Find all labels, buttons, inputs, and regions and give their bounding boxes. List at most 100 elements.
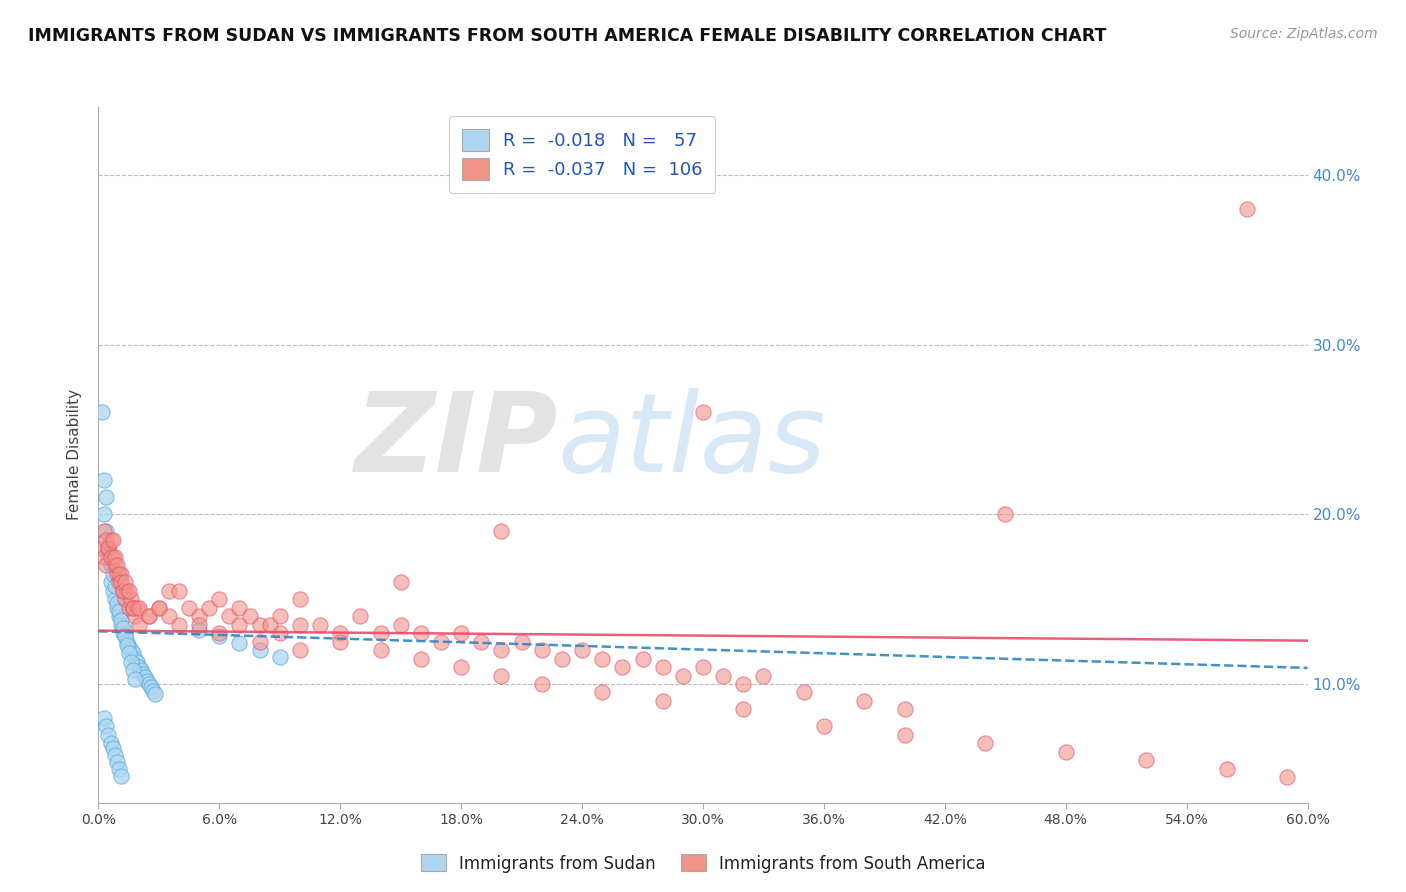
Point [107, 762, 129, 776]
Point [96, 533, 118, 547]
Point [120, 655, 142, 669]
Point [148, 600, 170, 615]
Point [93, 549, 115, 564]
Point [733, 702, 755, 716]
Point [228, 600, 250, 615]
Point [121, 600, 143, 615]
Point [142, 683, 165, 698]
Point [101, 566, 124, 581]
Point [409, 626, 432, 640]
Point [288, 592, 311, 607]
Point [124, 651, 146, 665]
Point [188, 623, 211, 637]
Point [121, 647, 143, 661]
Point [100, 549, 122, 564]
Legend: Immigrants from Sudan, Immigrants from South America: Immigrants from Sudan, Immigrants from S… [413, 847, 993, 880]
Point [128, 617, 150, 632]
Point [239, 609, 262, 624]
Point [510, 634, 533, 648]
Point [107, 604, 129, 618]
Point [93, 508, 115, 522]
Point [105, 596, 128, 610]
Point [105, 566, 128, 581]
Point [110, 566, 132, 581]
Point [288, 617, 311, 632]
Point [129, 664, 152, 678]
Text: Source: ZipAtlas.com: Source: ZipAtlas.com [1230, 27, 1378, 41]
Point [115, 583, 138, 598]
Point [97, 541, 120, 556]
Point [157, 583, 180, 598]
Point [118, 640, 141, 654]
Point [853, 694, 876, 708]
Point [167, 583, 190, 598]
Point [571, 643, 593, 657]
Point [370, 643, 392, 657]
Point [128, 660, 150, 674]
Point [124, 609, 146, 624]
Point [134, 670, 156, 684]
Point [752, 668, 775, 682]
Point [114, 575, 136, 590]
Point [208, 626, 231, 640]
Point [1135, 753, 1157, 767]
Point [430, 634, 453, 648]
Point [91, 405, 114, 419]
Point [101, 583, 124, 598]
Point [259, 617, 281, 632]
Point [893, 728, 915, 742]
Point [228, 617, 250, 632]
Point [450, 660, 472, 674]
Point [329, 634, 352, 648]
Point [100, 575, 122, 590]
Point [101, 533, 124, 547]
Point [132, 666, 155, 681]
Point [793, 685, 815, 699]
Point [125, 600, 148, 615]
Point [115, 634, 138, 648]
Point [631, 651, 654, 665]
Point [228, 636, 250, 650]
Point [188, 617, 211, 632]
Point [198, 600, 221, 615]
Point [612, 660, 634, 674]
Point [148, 600, 170, 615]
Point [138, 677, 160, 691]
Point [329, 626, 352, 640]
Point [97, 549, 120, 564]
Point [370, 626, 392, 640]
Point [105, 755, 128, 769]
Point [208, 630, 231, 644]
Point [530, 677, 553, 691]
Text: atlas: atlas [558, 387, 827, 494]
Point [114, 592, 136, 607]
Point [93, 524, 115, 539]
Point [1054, 745, 1077, 759]
Point [491, 643, 513, 657]
Point [91, 541, 114, 556]
Point [97, 728, 120, 742]
Point [733, 677, 755, 691]
Point [530, 643, 553, 657]
Point [125, 655, 148, 669]
Point [100, 736, 122, 750]
Point [491, 668, 513, 682]
Point [249, 617, 271, 632]
Point [120, 592, 142, 607]
Point [107, 575, 129, 590]
Point [591, 685, 613, 699]
Point [111, 621, 134, 635]
Point [591, 651, 613, 665]
Point [269, 609, 291, 624]
Point [118, 583, 141, 598]
Point [651, 694, 673, 708]
Point [96, 558, 118, 573]
Point [96, 524, 118, 539]
Point [118, 600, 141, 615]
Point [107, 609, 129, 624]
Point [107, 566, 129, 581]
Point [179, 600, 201, 615]
Point [389, 575, 412, 590]
Point [118, 647, 141, 661]
Point [218, 609, 240, 624]
